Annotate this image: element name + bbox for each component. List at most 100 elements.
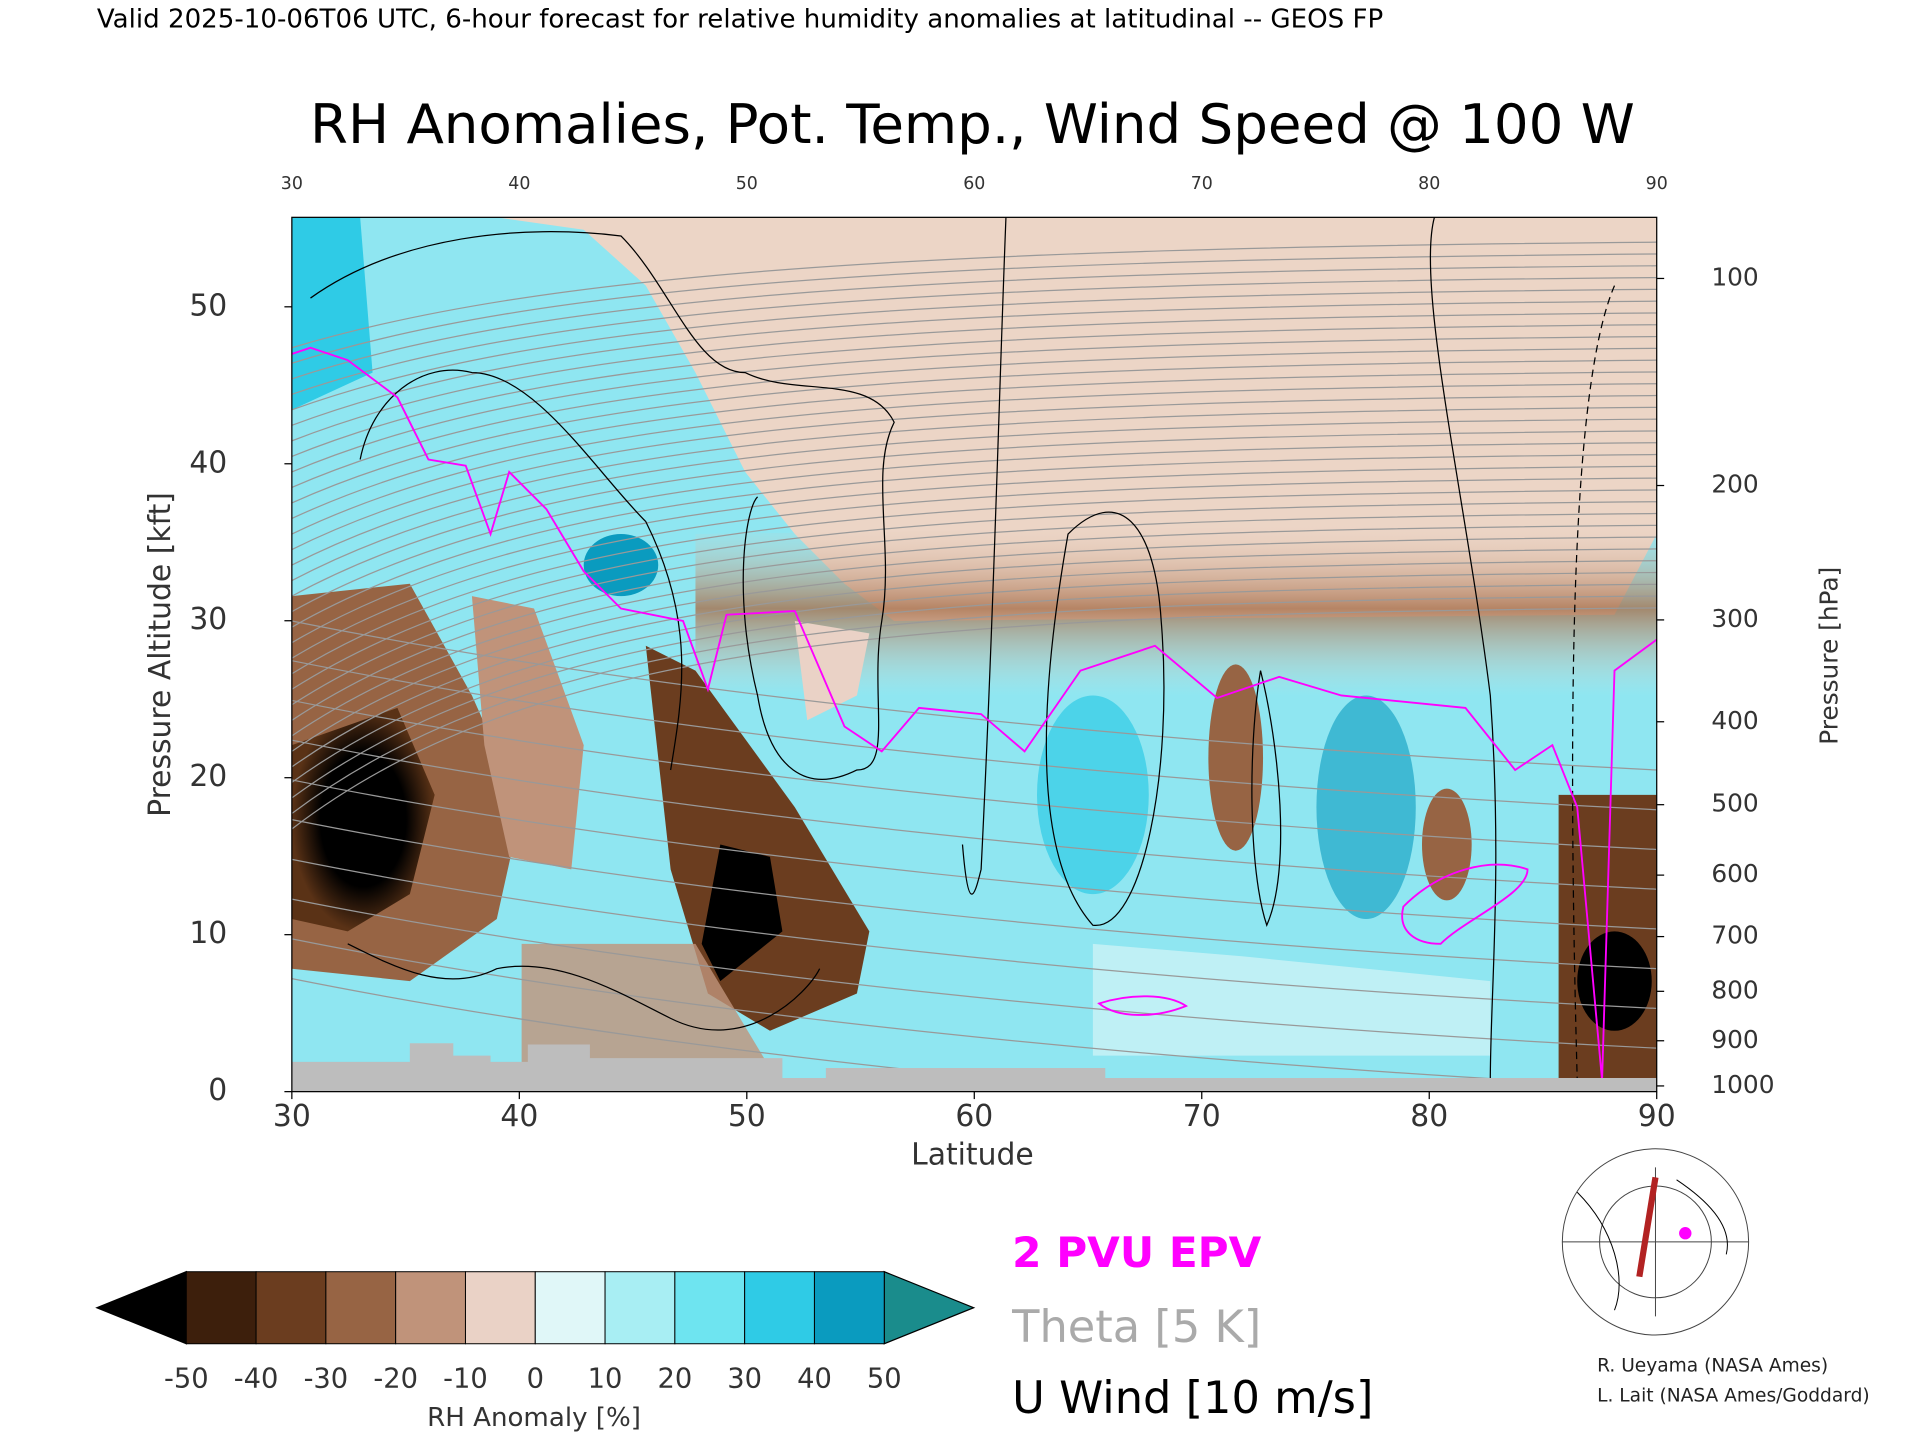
theta-contour: [291, 739, 1657, 890]
theta-contour: [291, 288, 1657, 411]
x-top-tick-label: 90: [1646, 174, 1668, 194]
theta-contour: [291, 512, 1657, 706]
theta-contour: [291, 241, 1657, 349]
theta-contour: [291, 383, 1657, 535]
colorbar-bin: [674, 1271, 746, 1345]
theta-contour: [291, 465, 1657, 644]
y2-tick-label: 800: [1711, 975, 1758, 1004]
theta-contour: [291, 620, 1657, 771]
y2-axis-label: Pressure [hPa]: [1815, 567, 1844, 745]
theta-contour: [291, 536, 1657, 737]
theta-contour: [291, 595, 1657, 814]
x-tick-label: 50: [728, 1099, 766, 1134]
theta-contour: [291, 324, 1657, 457]
theta-contour: [291, 335, 1657, 473]
theta-contour: [291, 253, 1657, 364]
y2-tick-label: 300: [1711, 604, 1758, 633]
credit: L. Lait (NASA Ames/Goddard): [1597, 1385, 1870, 1406]
colorbar-tick-label: -10: [443, 1363, 488, 1394]
y2-tick-label: 900: [1711, 1025, 1758, 1054]
x-axis-label: Latitude: [911, 1138, 1034, 1173]
colorbar-tick-label: -20: [373, 1363, 418, 1394]
colorbar-bin: [534, 1271, 606, 1345]
theta-contour: [291, 501, 1657, 690]
credit: R. Ueyama (NASA Ames): [1597, 1356, 1828, 1377]
colorbar-tick-label: 0: [527, 1363, 544, 1394]
theta-contour: [291, 938, 1657, 1089]
y-tick-label: 40: [189, 445, 227, 480]
locator-map: [1561, 1148, 1750, 1336]
theta-contour: [291, 524, 1657, 721]
x-tick-label: 40: [500, 1099, 538, 1134]
colorbar-bin: [325, 1271, 397, 1345]
colorbar-tick-label: -50: [164, 1363, 209, 1394]
theta-contour: [291, 660, 1657, 811]
y-axis-label: Pressure Altitude [kft]: [143, 492, 178, 817]
colorbar-bin: [744, 1271, 815, 1345]
y-tick-label: 30: [189, 602, 227, 637]
theta-contour: [291, 571, 1657, 783]
x-top-tick-label: 80: [1418, 174, 1440, 194]
theta-contour: [291, 548, 1657, 752]
theta-contour: [291, 442, 1657, 613]
y-tick-label: 10: [189, 916, 227, 951]
x-tick-label: 60: [955, 1099, 993, 1134]
x-top-tick-label: 50: [736, 174, 758, 194]
colorbar-bin: [395, 1271, 466, 1345]
legend-entry: Theta [5 K]: [1011, 1301, 1261, 1353]
colorbar-bin: [813, 1271, 885, 1345]
theta-contour: [291, 699, 1657, 851]
colorbar-over: [883, 1270, 976, 1345]
theta-contour: [291, 418, 1657, 582]
x-tick-label: 30: [273, 1099, 311, 1134]
colorbar-tick-label: 30: [727, 1363, 762, 1394]
colorbar-bin: [464, 1271, 536, 1345]
legend-entry: U Wind [10 m/s]: [1012, 1372, 1373, 1424]
colorbar-tick-label: -40: [234, 1363, 279, 1394]
legend-entry: 2 PVU EPV: [1012, 1228, 1261, 1277]
y2-tick-label: 200: [1711, 470, 1758, 499]
theta-contour: [291, 406, 1657, 566]
theta-contour: [291, 394, 1657, 551]
colorbar-tick-label: 40: [797, 1363, 832, 1394]
theta-contour: [291, 607, 1657, 830]
theta-contour: [291, 898, 1657, 1049]
x-tick-label: 90: [1638, 1099, 1676, 1134]
y2-tick-label: 700: [1711, 921, 1758, 950]
theta-contour: [291, 300, 1657, 426]
colorbar-tick-label: 10: [588, 1363, 623, 1394]
rh-field: [291, 217, 1657, 1092]
theta-contour: [291, 858, 1657, 1010]
y2-tick-label: 1000: [1711, 1070, 1774, 1099]
x-tick-label: 70: [1183, 1099, 1221, 1134]
theta-contour: [291, 347, 1657, 489]
colorbar-label: RH Anomaly [%]: [427, 1403, 641, 1433]
theta-contour: [291, 489, 1657, 675]
chart-title: RH Anomalies, Pot. Temp., Wind Speed @ 1…: [310, 92, 1635, 156]
colorbar-bin: [604, 1271, 676, 1345]
theta-contour: [291, 779, 1657, 930]
colorbar-bin: [255, 1271, 327, 1345]
theta-contour: [291, 312, 1657, 442]
theta-contour: [291, 560, 1657, 768]
theta-contour: [291, 453, 1657, 628]
theta-contour: [291, 819, 1657, 970]
theta-contour: [291, 276, 1657, 395]
colorbar-tick-label: -30: [304, 1363, 349, 1394]
x-top-tick-label: 30: [281, 174, 303, 194]
theta-contour: [291, 430, 1657, 597]
theta-contour: [291, 371, 1657, 520]
x-tick-label: 80: [1410, 1099, 1448, 1134]
header: Valid 2025-10-06T06 UTC, 6-hour forecast…: [97, 4, 1383, 34]
x-top-tick-label: 40: [508, 174, 530, 194]
x-top-tick-label: 60: [963, 174, 985, 194]
y-tick-label: 50: [189, 288, 227, 323]
colorbar-tick-label: 20: [657, 1363, 692, 1394]
theta-contour: [291, 265, 1657, 380]
colorbar-tick-label: 50: [867, 1363, 902, 1394]
y2-tick-label: 600: [1711, 859, 1758, 888]
colorbar-bin: [185, 1271, 257, 1345]
theta-contour: [291, 583, 1657, 799]
y2-tick-label: 100: [1711, 262, 1758, 291]
